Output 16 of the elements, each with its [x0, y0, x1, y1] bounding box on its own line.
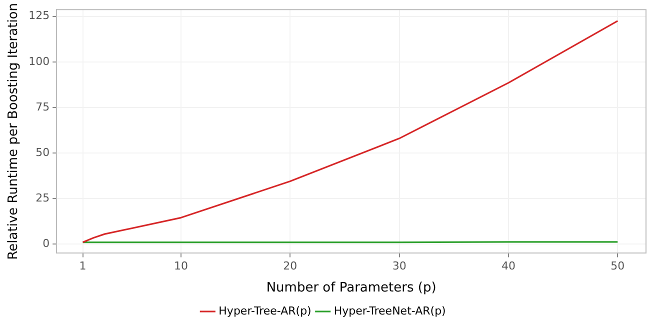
x-tick-label: 30: [392, 260, 406, 273]
y-tick-label: 125: [28, 9, 50, 22]
legend-label: Hyper-Tree-AR(p): [218, 304, 312, 318]
x-tick-label: 20: [283, 260, 298, 273]
x-tick-label: 1: [79, 260, 86, 273]
x-axis-title: Number of Parameters (p): [266, 280, 436, 296]
x-tick-label: 50: [610, 260, 625, 273]
y-tick-label: 100: [28, 54, 50, 68]
y-tick-label: 25: [36, 191, 50, 204]
y-tick-label: 0: [42, 236, 50, 250]
legend-label: Hyper-TreeNet-AR(p): [334, 304, 446, 318]
y-tick-label: 75: [36, 100, 50, 114]
y-tick-label: 50: [36, 146, 50, 159]
x-tick-label: 10: [174, 260, 188, 273]
x-tick-label: 40: [501, 260, 516, 273]
y-axis-title: Relative Runtime per Boosting Iteration: [6, 3, 22, 260]
